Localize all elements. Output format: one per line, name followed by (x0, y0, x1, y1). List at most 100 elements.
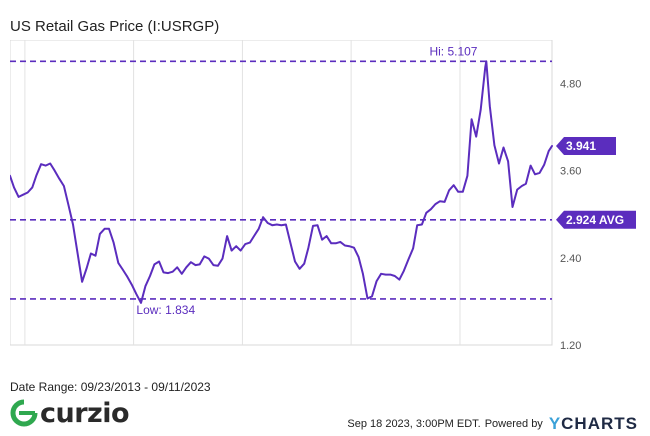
data-point (76, 252, 79, 254)
curzio-logo-icon (10, 399, 38, 427)
ycharts-logo[interactable]: YCHARTS (549, 414, 638, 434)
data-point (90, 252, 92, 255)
curzio-logo: curzio (10, 398, 130, 429)
last-value-label: 3.941 (566, 139, 596, 153)
footer-attribution: Sep 18 2023, 3:00PM EDT. Powered by YCHA… (347, 414, 638, 434)
data-point (10, 175, 11, 177)
data-point (244, 243, 246, 245)
data-point (285, 223, 287, 226)
data-point (44, 165, 47, 167)
ycharts-text: CHARTS (561, 414, 638, 433)
data-point (362, 273, 364, 275)
data-point (543, 164, 545, 166)
data-point (58, 178, 60, 180)
data-point (81, 281, 83, 283)
data-point (462, 191, 464, 193)
data-point (253, 235, 255, 237)
data-point (357, 256, 360, 258)
data-point (507, 160, 509, 162)
data-point (321, 239, 323, 241)
data-point (534, 173, 536, 175)
data-point (249, 242, 251, 244)
data-point (135, 293, 138, 295)
data-point (280, 224, 283, 226)
data-point (271, 224, 273, 226)
data-point (529, 165, 532, 167)
data-point (475, 135, 477, 138)
data-point (13, 186, 15, 189)
data-point (516, 188, 518, 191)
data-point (262, 216, 264, 218)
data-point (325, 235, 328, 237)
data-point (117, 262, 119, 264)
data-point (380, 273, 382, 275)
data-point (403, 270, 405, 272)
data-point (407, 258, 410, 260)
reference-label: Hi: 5.107 (429, 44, 477, 58)
data-point (312, 225, 314, 227)
data-point (63, 185, 65, 187)
data-point (335, 242, 337, 244)
data-point (190, 261, 192, 263)
data-point (521, 185, 523, 187)
data-point (539, 172, 541, 174)
ycharts-y: Y (548, 414, 562, 433)
y-tick-label: 3.60 (560, 166, 581, 178)
data-point (385, 273, 387, 276)
avg-tag-label: 2.924 AVG (566, 213, 624, 227)
data-point (511, 206, 514, 208)
data-point (267, 222, 269, 224)
data-point (18, 196, 20, 198)
data-point (551, 145, 553, 147)
data-point (158, 260, 160, 263)
data-point (212, 264, 214, 266)
data-point (525, 183, 527, 185)
data-point (258, 228, 260, 230)
y-tick-label: 1.20 (560, 340, 581, 350)
data-point (439, 200, 441, 202)
data-point (394, 275, 396, 277)
data-point (40, 163, 42, 165)
y-tick-label: 2.40 (560, 253, 581, 265)
data-point (448, 189, 450, 191)
data-point (35, 174, 38, 176)
reference-label: Low: 1.834 (136, 303, 195, 317)
data-point (457, 191, 459, 193)
data-point (185, 266, 187, 268)
data-point (480, 109, 482, 111)
data-point (113, 242, 115, 244)
data-point (489, 105, 491, 107)
data-point (299, 268, 301, 270)
data-point (444, 201, 446, 203)
data-point (375, 280, 378, 282)
reference-lines: Hi: 5.107 Low: 1.834 (10, 44, 552, 317)
last-value-tag: 3.941 (556, 136, 616, 155)
plot-border (10, 40, 553, 346)
data-point (371, 295, 373, 297)
data-point (126, 276, 128, 278)
data-point (276, 223, 278, 226)
timestamp: Sep 18 2023, 3:00PM EDT. (347, 418, 481, 430)
data-point (548, 150, 550, 152)
value-tags: 2.924 AVG 3.941 (556, 136, 636, 229)
data-point (167, 272, 169, 274)
powered-by-label: Powered by (484, 418, 543, 430)
data-point (194, 264, 197, 266)
data-point (122, 268, 124, 271)
data-point (221, 257, 224, 260)
data-point (339, 241, 341, 243)
data-point (230, 249, 233, 252)
data-point (498, 162, 500, 165)
data-point (27, 191, 29, 194)
data-point (453, 184, 455, 186)
data-point (226, 235, 228, 237)
data-point (353, 247, 355, 249)
data-point (434, 203, 437, 205)
data-point (240, 249, 242, 252)
data-point (54, 170, 56, 172)
data-point (307, 247, 309, 249)
data-point (199, 263, 201, 265)
data-point (366, 297, 369, 300)
data-point (153, 263, 156, 265)
